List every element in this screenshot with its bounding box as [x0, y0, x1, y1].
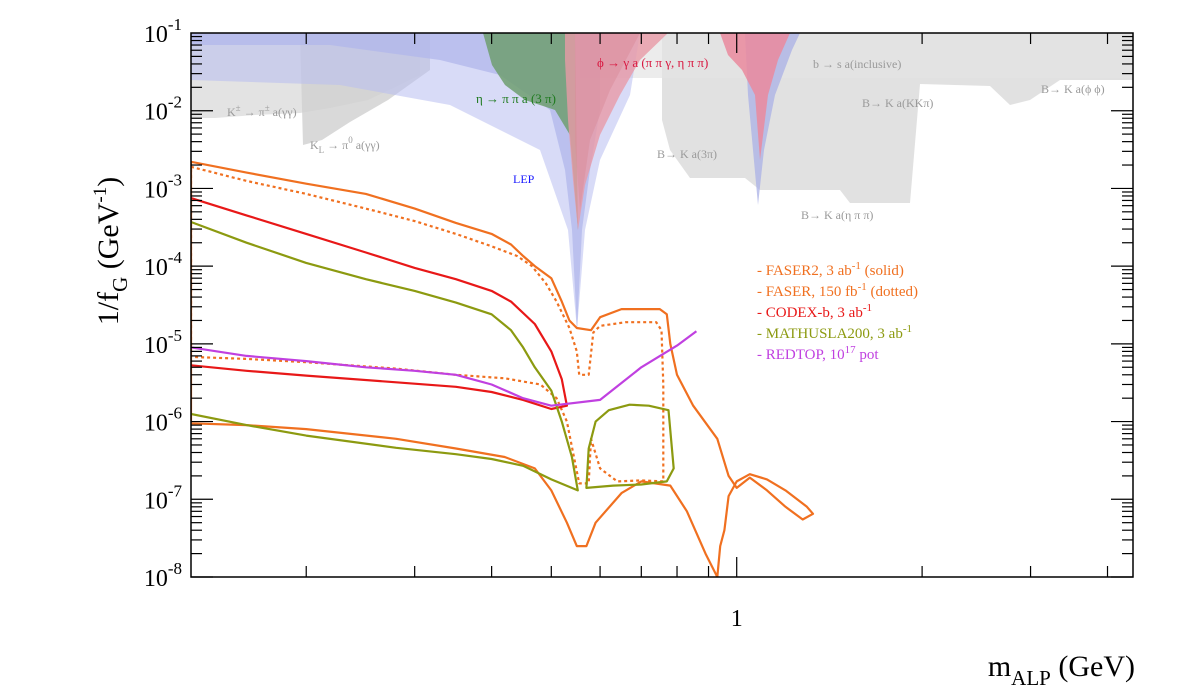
axis-ticks: [191, 33, 1133, 578]
series-group: [191, 160, 815, 577]
excluded-regions: [191, 33, 1133, 330]
annotation-k-charged: K± → π± a(γγ): [227, 103, 297, 119]
y-tick-labels: 10-1 10-2 10-3 10-4 10-5 10-6 10-7 10-8: [144, 15, 183, 592]
y-tick-label: 10-1: [144, 15, 182, 48]
series-line-5: [191, 330, 698, 407]
legend-entry-1: - FASER, 150 fb-1 (dotted): [757, 281, 918, 300]
annotation-b-phiphi: B→ K a(ϕ ϕ): [1041, 82, 1105, 96]
annotation-b-3pi: B→ K a(3π): [657, 147, 717, 161]
annotation-b-etapipi: B→ K a(η π π): [801, 208, 873, 222]
x-axis-label: mALP (GeV): [988, 650, 1135, 685]
legend-entry-0: - FASER2, 3 ab-1 (solid): [757, 260, 904, 279]
legend: - FASER2, 3 ab-1 (solid) - FASER, 150 fb-…: [757, 260, 918, 363]
y-tick-label: 10-7: [144, 481, 183, 514]
annotation-b-kkkpi: B→ K a(KKπ): [862, 96, 933, 110]
lep-region: [191, 33, 800, 330]
annotation-b-to-s: b → s a(inclusive): [813, 57, 901, 71]
y-tick-label: 10-6: [144, 404, 182, 437]
annotation-phi: ϕ → γ a (π π γ, η π π): [597, 55, 708, 70]
legend-entry-3: - MATHUSLA200, 3 ab-1: [757, 323, 912, 342]
phi-region: [565, 33, 790, 230]
annotation-lep: LEP: [513, 172, 535, 186]
y-axis-label: 1/fG (GeV-1): [90, 177, 132, 325]
y-tick-label: 10-4: [144, 248, 183, 281]
annotation-eta: η → π π a (3 π): [476, 91, 556, 106]
legend-entry-2: - CODEX-b, 3 ab-1: [757, 302, 872, 321]
y-tick-label: 10-8: [144, 559, 182, 592]
annotation-k-long: KL → π0 a(γγ): [310, 135, 380, 155]
annotations: LEP η → π π a (3 π) ϕ → γ a (π π γ, η π …: [227, 55, 1105, 222]
plot-frame: [190, 32, 1134, 578]
x-tick-labels: 1: [731, 606, 743, 632]
x-tick-label: 1: [731, 606, 743, 632]
series-line-2: [191, 197, 568, 411]
y-tick-label: 10-5: [144, 326, 182, 359]
eta-region: [483, 33, 578, 230]
y-tick-label: 10-3: [144, 170, 182, 203]
legend-entry-4: - REDTOP, 1017 pot: [757, 344, 879, 363]
series-line-4: [585, 403, 675, 489]
series-line-0: [191, 160, 815, 577]
y-tick-label: 10-2: [144, 93, 182, 126]
